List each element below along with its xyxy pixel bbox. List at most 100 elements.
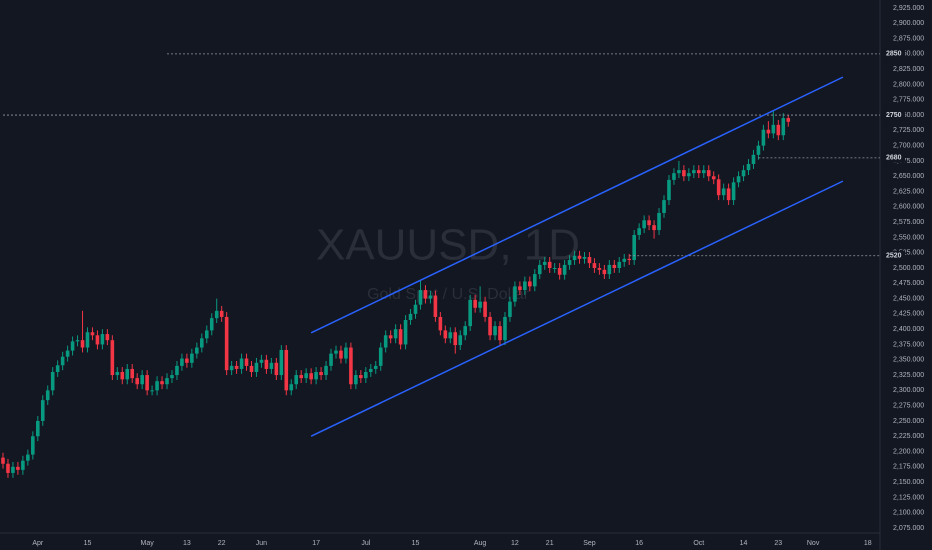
y-tick-label: 2,625.000 [893,188,924,195]
candle-body [597,268,602,270]
candle-body [751,154,756,164]
candle-body [711,176,716,180]
candle-body [259,359,264,363]
candle-body [229,365,234,371]
candle-body [582,256,587,259]
candle-body [269,362,274,369]
level-label-bg [883,48,905,59]
candle-body [786,118,791,122]
candle-body [418,290,423,305]
candle-body [180,358,184,366]
candle-body [334,350,338,354]
candle-body [344,347,348,359]
candle-body [677,170,681,174]
candle-body [219,310,224,317]
candle-body [185,358,189,363]
candle-body [513,286,517,302]
candle-body [687,173,691,177]
candle-body [349,347,353,385]
x-tick-label: Nov [807,540,820,547]
candle-body [209,318,214,331]
level-label: 2850 [886,51,902,58]
candle-body [423,290,428,299]
candle-body [35,420,40,437]
candle-body [557,268,562,275]
candle-body [16,466,20,470]
candle-body [200,338,204,348]
candle-body [453,332,458,346]
candle-body [299,375,303,379]
x-tick-label: May [141,540,155,547]
candle-body [165,378,169,385]
x-tick-label: 22 [218,540,226,547]
candle-body [378,347,383,366]
x-tick-label: 21 [546,540,554,547]
candle-body [756,145,761,155]
candle-body [503,316,507,341]
candle-body [736,176,741,183]
candle-body [577,255,582,259]
candle-body [478,301,482,308]
candle-body [21,460,25,470]
y-tick-label: 2,600.000 [893,204,924,211]
candle-body [413,304,418,314]
y-tick-label: 2,550.000 [893,234,924,241]
y-tick-label: 2,775.000 [893,97,924,104]
candle-body [483,301,487,317]
y-tick-label: 2,525.000 [893,250,924,257]
candle-body [284,349,289,391]
candle-body [647,220,651,226]
channel-line [310,180,844,437]
y-tick-label: 2,750.000 [893,112,924,119]
candle-body [781,118,786,136]
candle-body [254,362,259,372]
y-tick-label: 2,350.000 [893,357,924,364]
candle-body [324,365,328,376]
level-label-bg [883,250,905,261]
candle-body [60,356,65,366]
candle-body [75,340,80,342]
candle-body [662,200,666,213]
candle-body [175,365,179,376]
candle-body [309,373,313,380]
y-tick-label: 2,075.000 [893,525,924,532]
y-tick-label: 2,850.000 [893,51,924,58]
y-tick-label: 2,275.000 [893,402,924,409]
candle-body [587,256,592,264]
candle-body [204,330,209,339]
candle-body [667,179,671,201]
candle-body [373,365,378,369]
candle-body [448,332,453,339]
candle-body [80,340,85,348]
candle-body [195,347,199,354]
candle-body [388,335,393,339]
candle-body [498,326,502,341]
candle-body [274,362,279,376]
candle-body [354,375,358,385]
y-tick-label: 2,875.000 [893,35,924,42]
candle-body [393,329,398,339]
candle-body [294,375,299,385]
candle-body [11,466,15,473]
candle-body [339,350,343,359]
level-label: 2750 [886,112,902,119]
y-tick-label: 2,425.000 [893,311,924,318]
candle-body [145,375,149,391]
candle-body [552,268,557,269]
candle-body [701,170,706,174]
candle-body [537,264,542,275]
candle-body [329,353,333,366]
candle-body [602,269,607,275]
candle-body [319,372,323,376]
level-label: 2520 [886,253,902,260]
candle-body [249,365,254,372]
x-tick-label: 12 [511,540,519,547]
candle-body [532,274,537,287]
candle-body [279,349,284,376]
y-tick-label: 2,825.000 [893,66,924,73]
candle-body [572,255,577,261]
y-tick-label: 2,475.000 [893,280,924,287]
candle-body [473,299,477,308]
candle-body [105,334,110,341]
